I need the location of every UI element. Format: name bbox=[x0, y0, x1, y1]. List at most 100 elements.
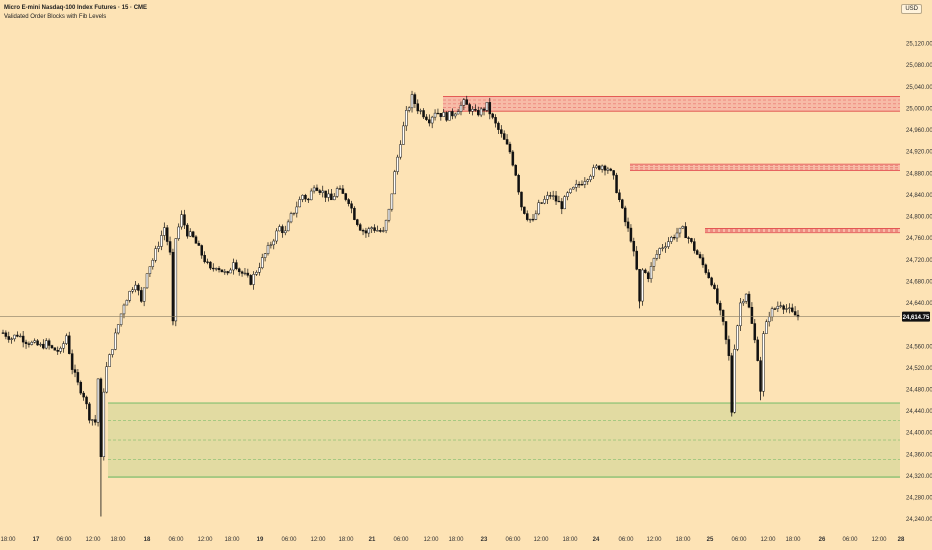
candle-body bbox=[390, 193, 394, 210]
x-tick-label: 18:00 bbox=[338, 537, 354, 543]
y-tick-label: 24,640.00 bbox=[906, 301, 932, 307]
candle-body bbox=[142, 287, 146, 302]
candle-body bbox=[586, 179, 589, 182]
candle-body bbox=[272, 240, 276, 246]
y-tick-label: 24,280.00 bbox=[906, 496, 932, 502]
candle-body bbox=[436, 112, 440, 115]
candle-body bbox=[572, 187, 575, 190]
candle-body bbox=[707, 272, 710, 279]
candle-body bbox=[335, 188, 339, 197]
candle-body bbox=[678, 227, 682, 234]
x-tick-label: 28 bbox=[898, 537, 905, 543]
y-tick-label: 24,520.00 bbox=[906, 366, 932, 372]
candle-body bbox=[690, 238, 693, 242]
candle-body bbox=[88, 403, 91, 421]
candle-body bbox=[718, 302, 722, 311]
x-tick-label: 12:00 bbox=[760, 537, 776, 543]
candle-body bbox=[56, 349, 59, 352]
candle-body bbox=[693, 241, 696, 251]
candle-body bbox=[67, 335, 71, 354]
candle-body bbox=[30, 342, 34, 345]
x-tick-label: 18:00 bbox=[0, 537, 16, 543]
candle-body bbox=[419, 110, 422, 112]
candle-body bbox=[494, 117, 497, 124]
candle-body bbox=[91, 419, 94, 421]
candle-body bbox=[793, 311, 797, 316]
candle-body bbox=[278, 226, 281, 232]
candle-body bbox=[445, 112, 448, 121]
candle-body bbox=[145, 273, 149, 289]
candle-body bbox=[42, 343, 45, 349]
candle-body bbox=[151, 259, 155, 267]
candle-body bbox=[396, 156, 399, 172]
candle-body bbox=[105, 366, 108, 393]
candle-body bbox=[312, 187, 316, 192]
x-tick-label: 12:00 bbox=[310, 537, 326, 543]
candle-body bbox=[667, 241, 670, 247]
x-tick-label: 18:00 bbox=[224, 537, 240, 543]
y-tick-label: 24,840.00 bbox=[906, 193, 932, 199]
candle-body bbox=[721, 309, 725, 322]
candle-body bbox=[727, 339, 731, 356]
candle-body bbox=[85, 396, 88, 405]
candle-body bbox=[583, 181, 587, 185]
candle-body bbox=[79, 381, 83, 394]
candle-body bbox=[765, 321, 768, 334]
candle-body bbox=[525, 213, 529, 220]
candle-body bbox=[188, 231, 192, 237]
candle-body bbox=[773, 308, 777, 310]
candle-body bbox=[93, 419, 97, 423]
x-tick-label: 21 bbox=[369, 537, 376, 543]
candle-body bbox=[618, 192, 621, 200]
price-axis[interactable]: 25,120.00 25,080.00 25,040.00 25,000.00 24,9… bbox=[906, 42, 932, 524]
order-block-zones bbox=[108, 96, 900, 478]
x-tick-label: 06:00 bbox=[56, 537, 72, 543]
candle-body bbox=[96, 378, 100, 423]
candle-body bbox=[116, 324, 120, 334]
x-tick-label: 25 bbox=[707, 537, 714, 543]
candle-body bbox=[370, 227, 373, 230]
candle-body bbox=[203, 254, 206, 263]
candle-body bbox=[756, 339, 759, 361]
candle-body bbox=[626, 221, 630, 229]
x-tick-label: 17 bbox=[33, 537, 40, 543]
candle-body bbox=[747, 293, 751, 308]
indicator-name[interactable]: Validated Order Blocks with Fib Levels bbox=[4, 14, 107, 20]
candle-body bbox=[649, 266, 653, 279]
candle-body bbox=[289, 213, 293, 223]
candle-body bbox=[183, 214, 186, 226]
candle-body bbox=[681, 226, 685, 229]
candle-body bbox=[327, 193, 330, 198]
candle-body bbox=[44, 340, 48, 349]
candle-body bbox=[474, 108, 477, 111]
candle-body bbox=[779, 305, 782, 307]
candle-body bbox=[237, 268, 241, 273]
y-tick-label: 24,880.00 bbox=[906, 171, 932, 177]
candle-body bbox=[701, 257, 705, 266]
candle-body bbox=[698, 254, 702, 259]
candle-body bbox=[131, 289, 134, 292]
candle-body bbox=[465, 99, 469, 105]
candle-body bbox=[315, 187, 319, 191]
candle-body bbox=[33, 340, 36, 343]
candle-body bbox=[171, 251, 175, 322]
candle-body bbox=[485, 102, 489, 111]
candle-body bbox=[10, 338, 13, 340]
candle-body bbox=[724, 321, 728, 340]
candle-body bbox=[788, 307, 791, 309]
candle-body bbox=[546, 195, 549, 200]
x-tick-label: 19 bbox=[257, 537, 264, 543]
candle-body bbox=[479, 108, 483, 116]
candle-body bbox=[165, 227, 169, 242]
x-tick-label: 12:00 bbox=[646, 537, 662, 543]
candle-body bbox=[347, 199, 350, 204]
y-tick-label: 24,920.00 bbox=[906, 150, 932, 156]
candle-body bbox=[212, 267, 215, 270]
candle-body bbox=[21, 335, 25, 343]
currency-button[interactable]: USD bbox=[901, 4, 922, 14]
candle-body bbox=[284, 230, 287, 234]
chart-title: Micro E-mini Nasdaq-100 Index Futures · … bbox=[4, 5, 148, 11]
y-tick-label: 24,240.00 bbox=[906, 517, 932, 523]
time-axis[interactable]: 18:00 17 06:00 12:00 18:00 18 06:00 12:00 18:00 1… bbox=[0, 537, 905, 543]
